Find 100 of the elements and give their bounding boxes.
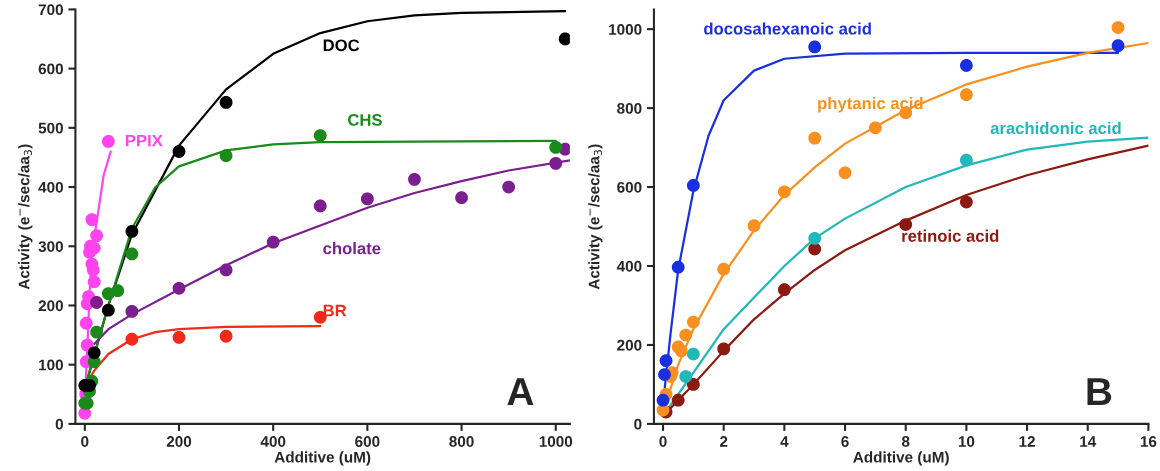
point xyxy=(959,153,973,167)
point xyxy=(172,145,186,158)
point xyxy=(686,315,700,329)
series-label: retinoic acid xyxy=(902,229,999,242)
x-tick-label: 4 xyxy=(780,436,789,447)
x-tick-label: 2 xyxy=(719,436,728,447)
point xyxy=(172,331,186,344)
series-label: arachidonic acid xyxy=(990,121,1121,135)
point xyxy=(360,192,374,206)
x-tick-label: 800 xyxy=(449,436,474,447)
y-tick-label: 0 xyxy=(55,418,63,430)
point xyxy=(313,129,327,142)
point xyxy=(679,328,693,342)
point xyxy=(808,131,822,145)
text: DOC xyxy=(323,39,360,52)
point xyxy=(549,140,563,154)
point xyxy=(79,316,93,330)
x-axis-title: Additive (uM) xyxy=(274,451,371,466)
point xyxy=(219,329,233,343)
point xyxy=(172,281,186,295)
point xyxy=(868,121,882,135)
point xyxy=(808,242,822,256)
point xyxy=(671,260,685,274)
point xyxy=(808,40,822,54)
x-tick-label: 12 xyxy=(1019,436,1035,447)
point xyxy=(658,368,671,381)
x-tick-label: 600 xyxy=(355,436,380,447)
annotation: A xyxy=(507,378,534,405)
point xyxy=(959,88,973,102)
point xyxy=(838,166,852,180)
y-tick-label: 800 xyxy=(617,102,642,114)
point xyxy=(313,199,327,213)
point xyxy=(671,393,685,407)
y-tick-label: 200 xyxy=(38,300,63,312)
point xyxy=(219,149,233,163)
y-tick-label: 700 xyxy=(38,4,63,16)
series-label: BR xyxy=(323,304,347,317)
x-tick-label: 200 xyxy=(166,436,192,447)
point xyxy=(125,332,139,346)
y-tick-label: 200 xyxy=(617,339,642,351)
point xyxy=(659,354,673,368)
point xyxy=(125,247,139,261)
point xyxy=(686,378,700,391)
y-axis-title: Activity (e$^{−}$/sec/aa$_{3}$) xyxy=(588,144,603,290)
point xyxy=(558,32,570,46)
annotation: B xyxy=(1087,378,1112,405)
point xyxy=(219,95,233,109)
point xyxy=(90,229,103,243)
y-tick-label: 400 xyxy=(616,260,642,272)
y-tick-label: 100 xyxy=(39,359,63,371)
point xyxy=(549,156,563,170)
x-tick-label: 0 xyxy=(81,436,89,447)
point xyxy=(674,344,688,358)
point xyxy=(502,180,516,194)
y-tick-label: 600 xyxy=(617,181,642,193)
point xyxy=(87,275,101,289)
point xyxy=(717,262,731,276)
x-tick-label: 14 xyxy=(1080,436,1097,447)
point xyxy=(90,296,103,309)
point xyxy=(717,342,731,356)
point xyxy=(656,393,670,407)
point xyxy=(455,191,468,205)
point xyxy=(219,263,233,277)
point xyxy=(808,231,822,245)
point xyxy=(686,347,700,361)
y-tick-label: 0 xyxy=(634,418,642,430)
x-tick-label: 8 xyxy=(901,436,910,447)
series-label: cholate xyxy=(323,242,381,255)
point xyxy=(686,179,700,192)
y-tick-label: 600 xyxy=(38,63,63,75)
x-tick-label: 0 xyxy=(659,436,667,447)
point xyxy=(101,135,115,148)
y-tick-label: 300 xyxy=(38,241,63,252)
x-tick-label: 10 xyxy=(958,436,975,447)
x-tick-label: 16 xyxy=(1140,436,1157,447)
point xyxy=(959,59,973,72)
x-tick-label: 1000 xyxy=(539,436,573,447)
point xyxy=(125,305,139,318)
point xyxy=(777,185,791,199)
point xyxy=(101,303,115,317)
point xyxy=(959,195,973,209)
y-tick-label: 1000 xyxy=(609,24,642,35)
y-tick-label: 400 xyxy=(38,181,63,193)
point xyxy=(85,213,99,227)
point xyxy=(266,235,280,249)
x-tick-label: 400 xyxy=(260,436,286,447)
point xyxy=(1111,21,1125,34)
y-axis-title: Activity (e$^{−}$/sec/aa$_{3}$) xyxy=(18,144,33,290)
series-label: docosahexanoic acid xyxy=(704,22,871,35)
point xyxy=(1111,39,1125,53)
point xyxy=(125,225,139,238)
point xyxy=(777,283,791,297)
y-tick-label: 500 xyxy=(38,122,63,134)
point xyxy=(747,219,761,233)
point xyxy=(679,370,693,383)
point xyxy=(90,325,103,339)
point xyxy=(408,172,421,186)
series-label: PPIX xyxy=(125,134,163,147)
series-label: CHS xyxy=(348,114,382,126)
x-axis-title: Additive (uM) xyxy=(853,451,949,466)
